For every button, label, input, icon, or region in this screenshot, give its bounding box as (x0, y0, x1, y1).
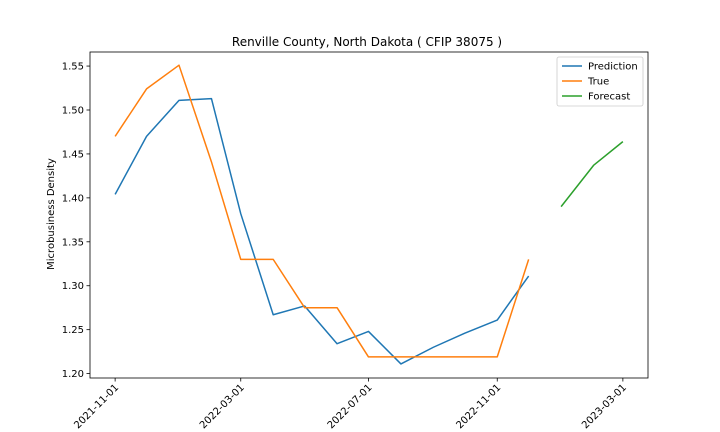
data-point-prediction (145, 135, 148, 138)
x-tick-label: 2022-11-01 (454, 382, 503, 431)
data-point-true (463, 355, 466, 358)
data-point-forecast (592, 164, 595, 167)
y-tick-label: 1.50 (62, 105, 84, 116)
legend-box (556, 56, 644, 107)
plot-frame (89, 51, 649, 379)
data-point-prediction (210, 97, 213, 100)
legend-label-forecast: Forecast (588, 92, 630, 103)
data-point-forecast (621, 140, 624, 143)
data-point-prediction (527, 275, 530, 278)
data-point-true (432, 355, 435, 358)
series-line-forecast (560, 141, 624, 208)
data-point-true (239, 258, 242, 261)
axes: 1.20 1.25 1.30 1.35 1.40 1.45 1.50 1.55 2021-11-… (62, 62, 629, 432)
y-tick-label: 1.40 (62, 193, 84, 204)
data-point-true (114, 135, 117, 138)
data-point-true (399, 355, 402, 358)
data-point-prediction (336, 342, 339, 345)
data-point-true (367, 355, 370, 358)
series-line-true (114, 64, 530, 358)
data-point-true (145, 87, 148, 90)
y-tick-label: 1.55 (62, 62, 84, 73)
x-tick-label: 2021-11-01 (72, 382, 121, 431)
data-point-prediction (399, 362, 402, 365)
data-point-prediction (177, 99, 180, 102)
data-point-true (177, 64, 180, 67)
y-tick-label: 1.20 (62, 369, 84, 380)
y-tick-label: 1.45 (62, 149, 84, 160)
chart-title: Renville County, North Dakota ( CFIP 380… (232, 35, 502, 49)
data-point-prediction (272, 313, 275, 316)
y-tick-label: 1.30 (62, 281, 84, 292)
data-point-forecast (560, 205, 563, 208)
data-point-prediction (496, 319, 499, 322)
data-point-prediction (367, 330, 370, 333)
data-point-true (272, 258, 275, 261)
series-line-prediction (114, 97, 530, 365)
data-point-prediction (463, 332, 466, 335)
x-tick-label: 2022-07-01 (326, 382, 375, 431)
data-point-prediction (432, 346, 435, 349)
legend: Prediction True Forecast (556, 56, 644, 107)
legend-label-true: True (587, 77, 609, 88)
data-point-true (336, 306, 339, 309)
data-point-true (527, 258, 530, 261)
x-tick-label: 2022-03-01 (198, 382, 247, 431)
y-tick-label: 1.25 (62, 325, 84, 336)
plot-area (114, 64, 624, 365)
y-axis-label: Microbusiness Density (46, 158, 57, 270)
data-point-true (303, 306, 306, 309)
legend-label-prediction: Prediction (588, 62, 638, 73)
data-point-prediction (239, 212, 242, 215)
x-tick-label: 2023-03-01 (580, 382, 629, 431)
data-point-prediction (114, 193, 117, 196)
data-point-true (210, 160, 213, 163)
y-tick-label: 1.35 (62, 237, 84, 248)
data-point-true (496, 355, 499, 358)
